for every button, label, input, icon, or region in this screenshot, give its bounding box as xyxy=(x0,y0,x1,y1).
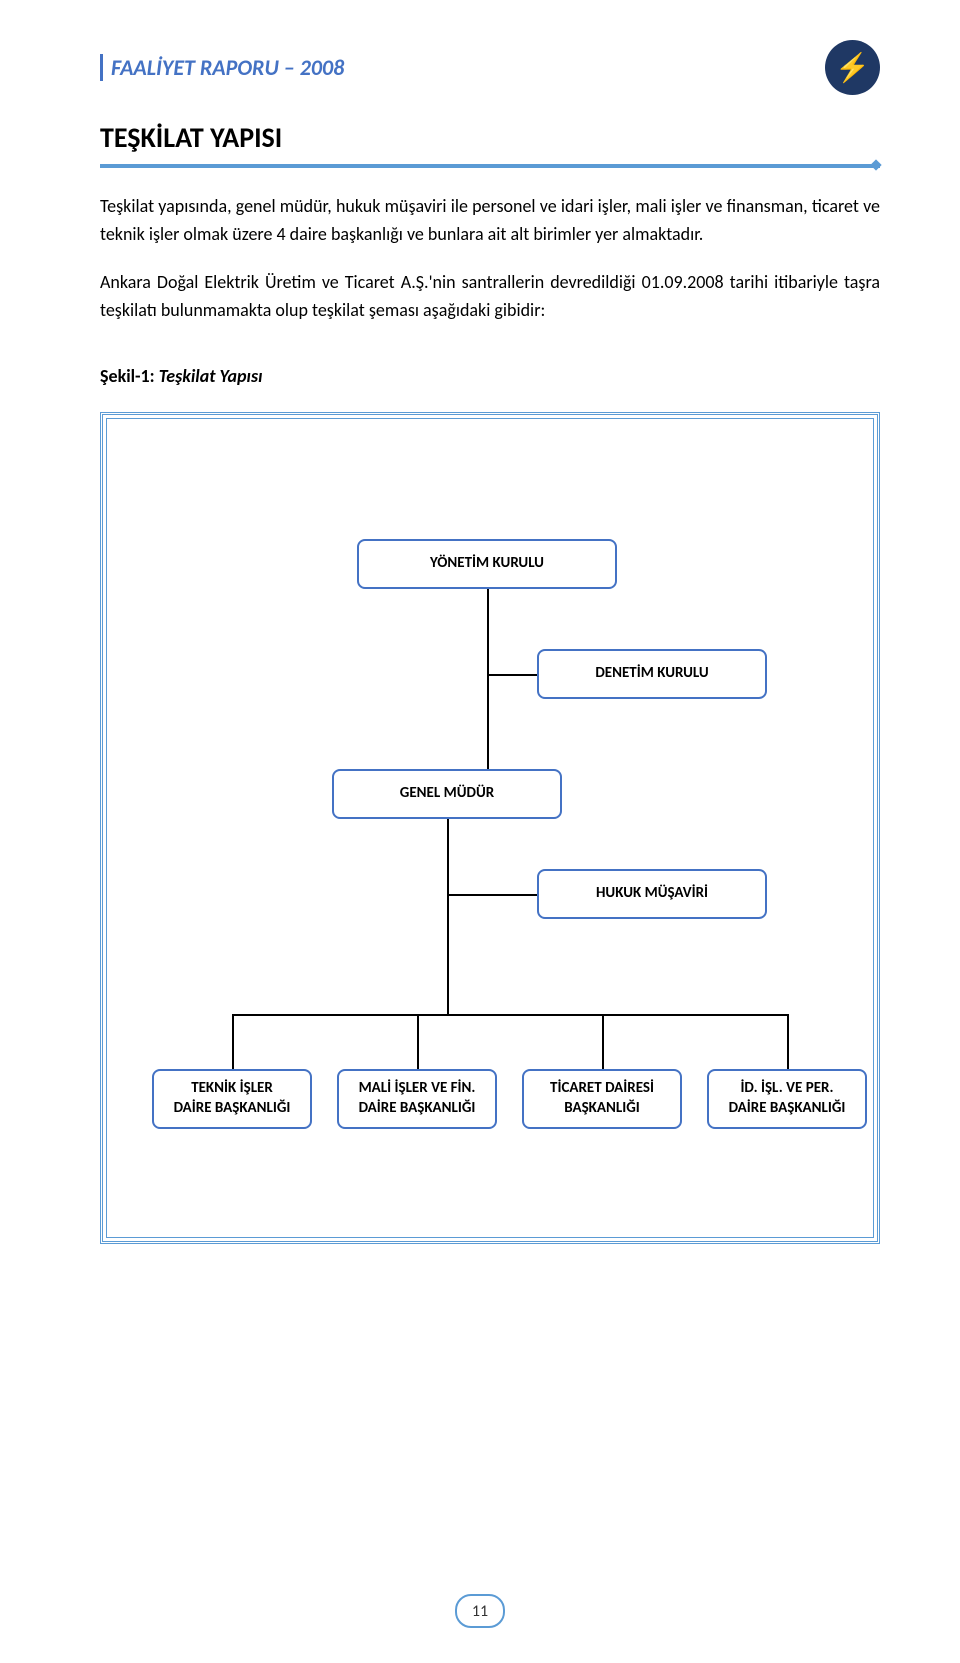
figure-label: Şekil-1: Teşkilat Yapısı xyxy=(100,365,880,387)
connector-line xyxy=(417,1014,419,1069)
org-node-line2: DAİRE BAŞKANLIĞI xyxy=(174,1099,291,1119)
org-node-line1: TİCARET DAİRESİ xyxy=(550,1079,654,1099)
page-header-title: FAALİYET RAPORU – 2008 xyxy=(100,54,344,81)
page-number: 11 xyxy=(455,1594,505,1628)
org-node-line2: DAİRE BAŞKANLIĞI xyxy=(359,1099,476,1119)
org-chart-frame: YÖNETİM KURULU DENETİM KURULU GENEL MÜDÜR H… xyxy=(106,418,874,1238)
org-node-ticaret: TİCARET DAİRESİBAŞKANLIĞI xyxy=(522,1069,682,1129)
connector-line xyxy=(232,1014,234,1069)
paragraph-2: Ankara Doğal Elektrik Üretim ve Ticaret … xyxy=(100,269,880,325)
figure-label-prefix: Şekil-1: xyxy=(100,365,159,387)
figure-label-italic: Teşkilat Yapısı xyxy=(159,365,263,387)
org-node-teknik: TEKNİK İŞLERDAİRE BAŞKANLIĞI xyxy=(152,1069,312,1129)
connector-line xyxy=(487,674,537,676)
org-node-idper: İD. İŞL. VE PER.DAİRE BAŞKANLIĞI xyxy=(707,1069,867,1129)
org-node-line1: TEKNİK İŞLER xyxy=(191,1079,273,1099)
connector-line xyxy=(487,589,489,769)
org-node-line1: MALİ İŞLER VE FİN. xyxy=(359,1079,476,1099)
org-node-hukuk: HUKUK MÜŞAVİRİ xyxy=(537,869,767,919)
section-title: TEŞKİLAT YAPISI xyxy=(100,120,880,161)
org-node-mali: MALİ İŞLER VE FİN.DAİRE BAŞKANLIĞI xyxy=(337,1069,497,1129)
org-node-line1: İD. İŞL. VE PER. xyxy=(740,1079,833,1099)
org-node-genel: GENEL MÜDÜR xyxy=(332,769,562,819)
lightning-icon: ⚡ xyxy=(835,50,870,85)
org-node-yonetim: YÖNETİM KURULU xyxy=(357,539,617,589)
connector-line xyxy=(447,819,449,1014)
connector-line xyxy=(447,894,537,896)
org-node-denetim: DENETİM KURULU xyxy=(537,649,767,699)
connector-line xyxy=(602,1014,604,1069)
org-node-line2: DAİRE BAŞKANLIĞI xyxy=(729,1099,846,1119)
logo-icon: ⚡ xyxy=(825,40,880,95)
org-chart-frame-outer: YÖNETİM KURULU DENETİM KURULU GENEL MÜDÜR H… xyxy=(100,412,880,1244)
paragraph-1: Teşkilat yapısında, genel müdür, hukuk m… xyxy=(100,193,880,249)
connector-line xyxy=(232,1014,787,1016)
title-underline xyxy=(100,164,880,168)
connector-line xyxy=(787,1014,789,1069)
org-node-line2: BAŞKANLIĞI xyxy=(564,1099,640,1119)
